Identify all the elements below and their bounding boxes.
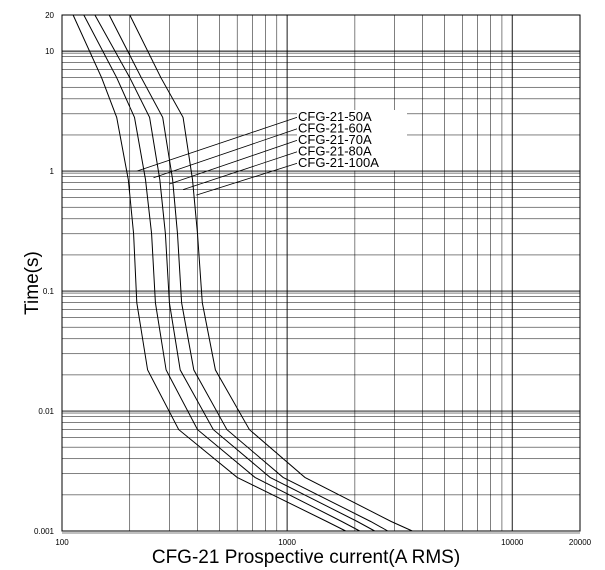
minor-gridlines [62,14,581,534]
x-tick-label: 20000 [569,538,592,547]
x-axis-title: CFG-21 Prospective current(A RMS) [152,547,460,568]
y-tick-label: 0.1 [43,287,55,296]
legend-label-cfg-21-100a: CFG-21-100A [298,155,379,170]
x-tick-label: 10000 [501,538,524,547]
y-tick-label: 20 [45,11,54,20]
y-tick-label: 0.001 [34,527,55,536]
y-axis-title: Time(s) [22,251,43,315]
y-tick-label: 10 [45,47,54,56]
callout-leader-cfg-21-80a [182,151,299,191]
series-curve-cfg-21-100a [129,14,413,532]
x-tick-label: 1000 [278,538,296,547]
plot-frame [61,14,581,532]
series-curve-cfg-21-60a [83,14,360,532]
y-tick-labels: 0.001 0.01 0.1 1 10 20 [34,11,55,536]
callout-leader-cfg-21-60a [153,128,299,179]
major-gridlines [61,15,580,532]
y-tick-label: 1 [50,167,55,176]
legend-label-cfg-21-70a: CFG-21-70A [298,132,372,147]
x-tick-label: 100 [55,538,69,547]
x-tick-labels: 100 1000 10000 20000 [55,538,591,547]
legend-callouts: CFG-21-50ACFG-21-60ACFG-21-70ACFG-21-80A… [136,109,407,196]
series-curve-cfg-21-80a [108,14,389,532]
series-curves [72,14,413,532]
callout-leader-cfg-21-100a [196,162,299,196]
callout-leader-cfg-21-50a [136,116,299,172]
legend-label-cfg-21-50a: CFG-21-50A [298,109,372,124]
legend-label-cfg-21-60a: CFG-21-60A [298,121,372,136]
series-curve-cfg-21-50a [72,14,346,532]
callout-leader-cfg-21-70a [169,139,299,185]
legend-label-cfg-21-80a: CFG-21-80A [298,144,372,159]
series-curve-cfg-21-70a [94,14,375,532]
callout-label-background [297,110,407,171]
y-tick-label: 0.01 [38,407,54,416]
